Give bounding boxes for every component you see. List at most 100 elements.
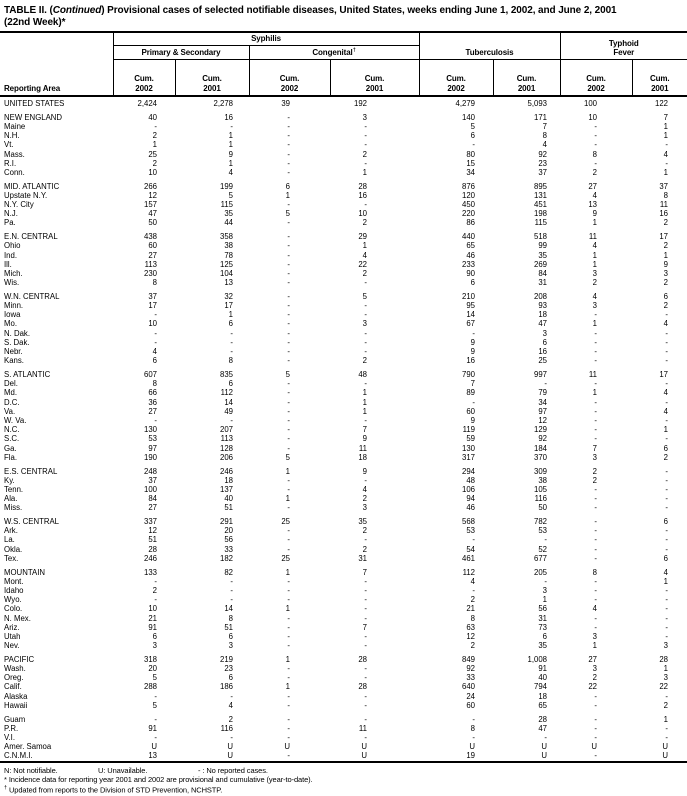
value-cell: 116 (220, 723, 233, 733)
value-cell: 1 (362, 397, 368, 407)
value-cell: 53 (538, 526, 548, 536)
legend-line: N: Not notifiable. U: Unavailable. - : N… (4, 766, 687, 775)
value-cell: 120 (462, 190, 476, 200)
value-cell: 790 (462, 369, 476, 379)
value-cell: - (287, 700, 290, 710)
value-cell: 29 (358, 232, 368, 242)
value-cell: - (594, 337, 598, 347)
legend-unavailable: U: Unavailable. (97, 765, 148, 775)
value-cell: 51 (148, 535, 157, 545)
reporting-area-cell: N.J. (4, 209, 18, 219)
value-cell: 2 (362, 494, 368, 504)
value-cell: 5 (285, 452, 290, 462)
value-cell: 91 (538, 664, 548, 674)
value-cell: - (364, 595, 368, 605)
col-header-congenital-2001: Cum. 2001 (330, 59, 420, 97)
value-cell: - (594, 751, 598, 761)
value-cell: 25 (281, 553, 290, 563)
value-cell: - (287, 526, 290, 536)
value-cell: - (154, 733, 157, 742)
value-cell: 206 (219, 452, 233, 462)
value-cell: - (230, 576, 233, 586)
value-cell: - (287, 535, 290, 545)
value-cell: 2 (470, 595, 476, 605)
value-cell: 28 (358, 682, 368, 692)
value-cell: 54 (466, 544, 476, 554)
value-cell: - (594, 425, 598, 435)
value-cell: - (665, 631, 669, 641)
value-cell: - (665, 347, 669, 357)
value-cell: 3 (542, 328, 548, 338)
footnote-incidence: * Incidence data for reporting year 2001… (4, 774, 313, 784)
reporting-area-cell: Mont. (4, 576, 24, 586)
value-cell: 5 (152, 673, 157, 683)
value-cell: - (154, 121, 157, 131)
value-cell: 50 (538, 503, 548, 513)
value-cell: 40 (538, 673, 548, 683)
value-cell: 2 (663, 700, 669, 710)
value-cell: - (665, 595, 669, 605)
value-cell: 1 (663, 250, 669, 260)
value-cell: 131 (534, 190, 548, 200)
value-cell: 1 (285, 190, 290, 200)
value-cell: 1 (285, 494, 290, 504)
value-cell: 31 (538, 613, 548, 623)
value-cell: 370 (534, 452, 548, 462)
value-cell: - (287, 259, 290, 269)
value-cell: 3 (592, 631, 598, 641)
reporting-area-cell: Nev. (4, 641, 20, 651)
value-cell: 46 (466, 250, 476, 260)
value-cell: 84 (538, 268, 548, 278)
value-cell: 94 (466, 494, 476, 504)
table-row: Ill. 113 125 - 22 233 269 1 9 (0, 260, 687, 269)
value-cell: 37 (148, 475, 157, 485)
value-cell: 65 (466, 241, 476, 251)
table-row: S. Dak. - - - - 9 6 - - (0, 338, 687, 347)
value-cell: - (287, 434, 290, 444)
value-cell: U (662, 751, 669, 761)
reporting-area-cell: Ga. (4, 443, 17, 453)
value-cell: 9 (592, 209, 598, 219)
value-cell: - (287, 673, 290, 683)
value-cell: 105 (534, 484, 548, 494)
value-cell: U (591, 742, 598, 752)
value-cell: 450 (462, 200, 476, 210)
table-row: Idaho 2 - - - - 3 - - (0, 586, 687, 595)
value-cell: 44 (224, 218, 233, 228)
value-cell: 60 (466, 700, 476, 710)
value-cell: - (287, 250, 290, 260)
reporting-area-cell: N.H. (4, 131, 20, 141)
value-cell: 14 (466, 310, 476, 320)
value-cell: - (230, 328, 233, 338)
value-cell: 18 (538, 691, 548, 701)
reporting-area-cell: Wis. (4, 278, 20, 288)
value-cell: - (364, 337, 368, 347)
value-cell: - (665, 416, 669, 425)
value-cell: 48 (466, 475, 476, 485)
value-cell: 17 (659, 369, 669, 379)
value-cell: 28 (148, 544, 157, 554)
value-cell: - (594, 310, 598, 320)
value-cell: 35 (224, 209, 233, 219)
value-cell: 56 (224, 535, 233, 545)
value-cell: - (364, 140, 368, 150)
reporting-area-cell: Md. (4, 388, 17, 398)
value-cell: - (287, 585, 290, 595)
value-cell: - (665, 503, 669, 513)
value-cell: 35 (358, 517, 368, 527)
value-cell: 1 (362, 406, 368, 416)
value-cell: 1 (152, 140, 157, 150)
value-cell: 11 (358, 443, 368, 453)
value-cell: - (287, 388, 290, 398)
table-row: D.C. 36 14 - 1 - 34 - - (0, 398, 687, 407)
reporting-area-cell: D.C. (4, 397, 20, 407)
value-cell: 27 (148, 406, 157, 416)
reporting-area-cell: Mich. (4, 268, 23, 278)
table-row: Va. 27 49 - 1 60 97 - 4 (0, 407, 687, 416)
value-cell: - (594, 613, 598, 623)
value-cell: U (151, 742, 157, 752)
value-cell: 140 (462, 112, 476, 122)
value-cell: 2 (152, 585, 157, 595)
value-cell: U (541, 742, 548, 752)
value-cell: 2 (663, 218, 669, 228)
